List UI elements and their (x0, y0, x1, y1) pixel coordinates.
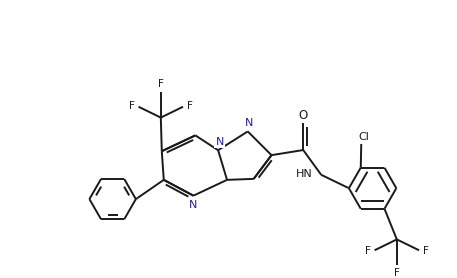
Text: F: F (186, 101, 192, 111)
Text: O: O (298, 109, 308, 122)
Text: F: F (365, 246, 371, 256)
Text: HN: HN (296, 169, 312, 179)
Text: Cl: Cl (358, 131, 369, 142)
Text: F: F (394, 267, 400, 277)
Text: N: N (244, 118, 253, 128)
Text: F: F (158, 80, 164, 90)
Text: F: F (129, 101, 135, 111)
Text: F: F (423, 246, 428, 256)
Text: N: N (215, 137, 224, 147)
Text: N: N (189, 200, 197, 210)
